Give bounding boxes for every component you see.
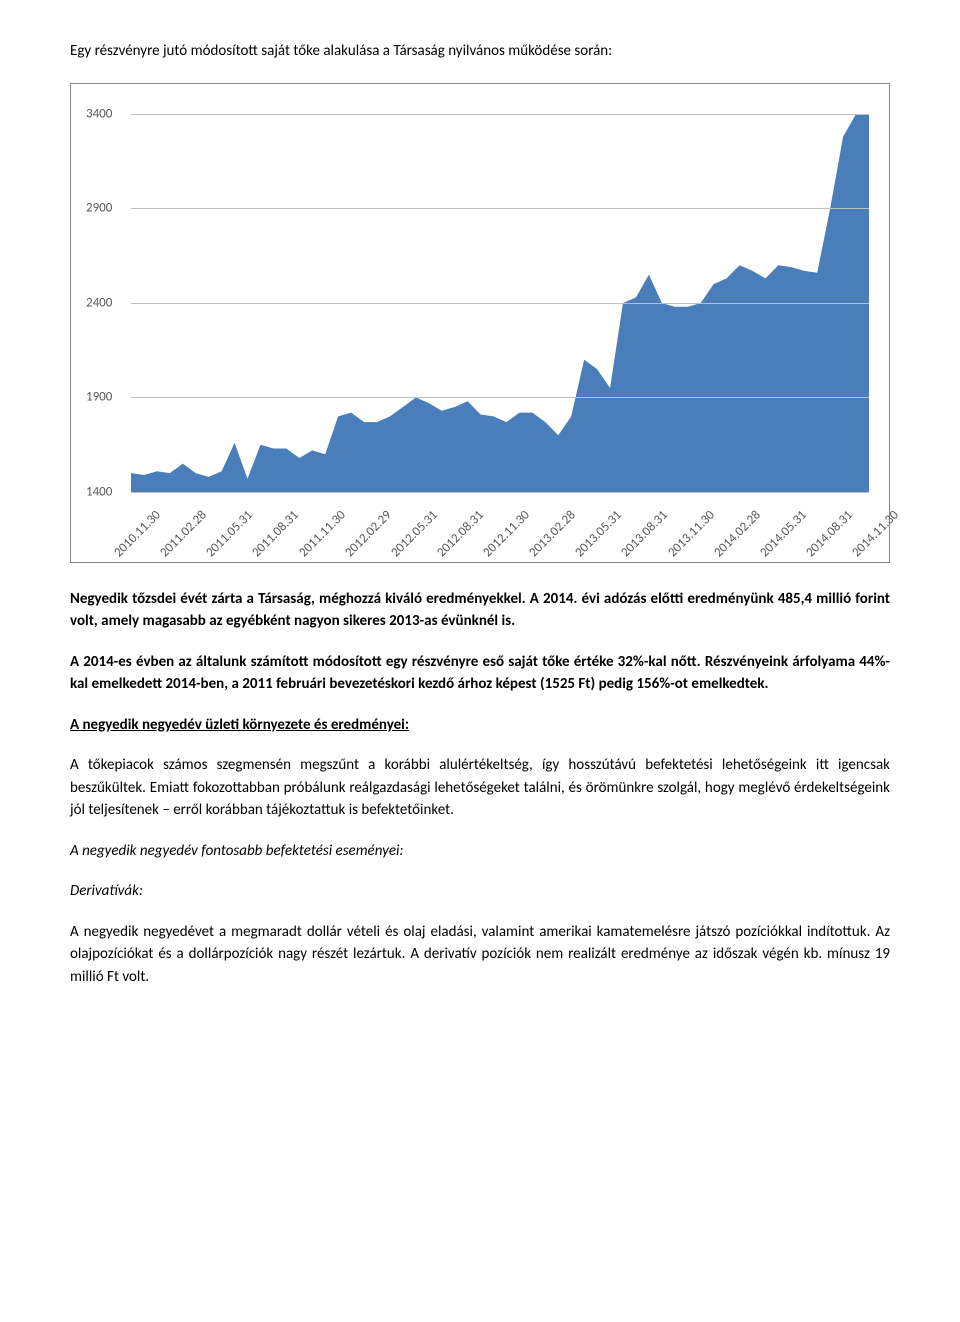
x-tick-label: 2013.05.31 (571, 548, 585, 562)
paragraph-1: Negyedik tőzsdei évét zárta a Társaság, … (70, 588, 890, 633)
gridline (131, 397, 869, 398)
x-tick-label: 2014.05.31 (756, 548, 770, 562)
y-tick-label: 3400 (86, 104, 112, 124)
section-heading: A negyedik negyedév üzleti környezete és… (70, 714, 890, 737)
y-tick-label: 2900 (86, 198, 112, 218)
x-tick-label: 2013.11.30 (663, 548, 677, 562)
gridline (131, 114, 869, 115)
x-tick-label: 2011.08.31 (248, 548, 262, 562)
sub-heading: A negyedik negyedév fontosabb befektetés… (70, 840, 890, 863)
equity-per-share-chart: 1400 1900 2400 2900 3400 2010.11.30 2011.02.28… (70, 83, 890, 563)
gridline (131, 492, 869, 493)
x-tick-label: 2012.08.31 (433, 548, 447, 562)
x-tick-label: 2012.11.30 (479, 548, 493, 562)
x-tick-label: 2011.02.28 (156, 548, 170, 562)
gridline (131, 208, 869, 209)
gridline (131, 303, 869, 304)
chart-plot-area: 140019002400290034002010.11.302011.02.28… (131, 114, 869, 492)
paragraph-4: A negyedik negyedévet a megmaradt dollár… (70, 921, 890, 989)
x-tick-label: 2014.11.30 (848, 548, 862, 562)
x-tick-label: 2010.11.30 (110, 548, 124, 562)
y-tick-label: 2400 (86, 293, 112, 313)
deriv-label: Derivatívák: (70, 880, 890, 903)
x-tick-label: 2011.05.31 (202, 548, 216, 562)
chart-title: Egy részvényre jutó módosított saját tők… (70, 40, 890, 63)
x-tick-label: 2012.02.29 (340, 548, 354, 562)
y-tick-label: 1400 (86, 482, 112, 502)
paragraph-3: A tőkepiacok számos szegmensén megszűnt … (70, 754, 890, 822)
x-tick-label: 2014.08.31 (802, 548, 816, 562)
chart-canvas: 140019002400290034002010.11.302011.02.28… (81, 104, 879, 552)
x-tick-label: 2013.08.31 (617, 548, 631, 562)
x-tick-label: 2011.11.30 (294, 548, 308, 562)
x-tick-label: 2012.05.31 (387, 548, 401, 562)
paragraph-2: A 2014-es évben az általunk számított mó… (70, 651, 890, 696)
x-tick-label: 2013.02.28 (525, 548, 539, 562)
y-tick-label: 1900 (86, 387, 112, 407)
x-tick-label: 2014.02.28 (709, 548, 723, 562)
